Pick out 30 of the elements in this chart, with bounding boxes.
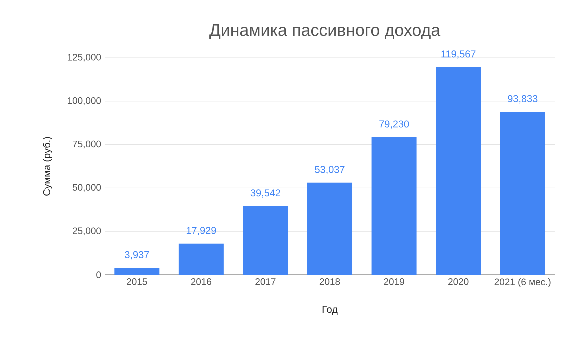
- y-tick-label: 125,000: [68, 54, 102, 62]
- bar: [500, 112, 546, 275]
- y-tick-label: 25,000: [73, 228, 102, 236]
- y-tick-label: 100,000: [68, 97, 102, 106]
- data-label: 39,542: [250, 190, 280, 198]
- x-tick-label: 2016: [191, 278, 212, 286]
- data-label: 53,037: [315, 166, 345, 174]
- bar: [243, 206, 288, 275]
- y-tick-label: 50,000: [72, 184, 102, 192]
- data-label: 93,833: [508, 95, 538, 104]
- chart-title: Динамика пассивного дохода: [210, 24, 441, 40]
- bar: [114, 268, 160, 275]
- x-axis-title: Год: [322, 306, 338, 316]
- x-tick-label: 2021 (6 мес.): [494, 278, 551, 288]
- x-tick-label: 2019: [384, 278, 404, 286]
- x-tick-label: 2020: [448, 278, 469, 286]
- data-label: 3,937: [125, 251, 150, 260]
- x-tick-label: 2017: [256, 278, 276, 286]
- bar: [372, 137, 417, 275]
- y-tick-label: 0: [96, 272, 102, 278]
- data-label: 17,929: [186, 227, 216, 236]
- x-tick-label: 2018: [320, 278, 340, 286]
- y-tick-label: 75,000: [73, 140, 102, 149]
- data-label: 119,567: [442, 50, 476, 59]
- bar: [436, 67, 482, 275]
- bar: [178, 244, 224, 275]
- y-axis-title: Сумма (руб.): [43, 137, 52, 196]
- x-tick-label: 2015: [127, 278, 148, 286]
- data-label: 79,230: [380, 120, 410, 129]
- bar: [308, 182, 353, 275]
